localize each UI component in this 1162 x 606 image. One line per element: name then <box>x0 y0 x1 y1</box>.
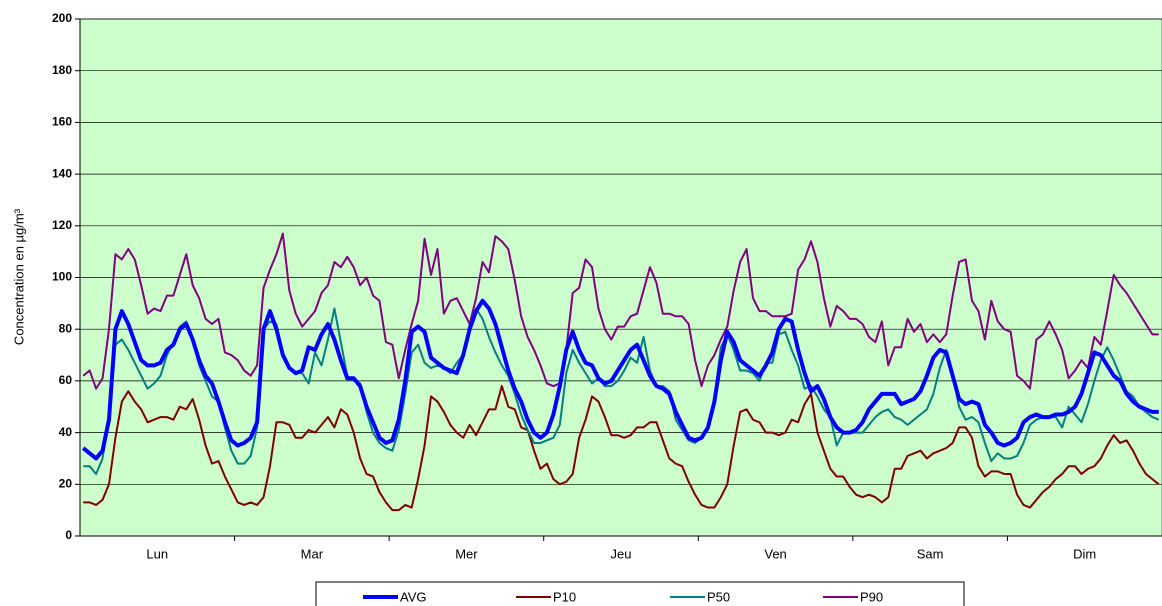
x-tick-label: Sam <box>917 546 944 561</box>
y-tick-label: 200 <box>52 11 72 25</box>
x-tick-label: Dim <box>1073 546 1096 561</box>
y-tick-label: 60 <box>59 373 73 387</box>
y-tick-label: 140 <box>52 166 72 180</box>
series-line <box>81 298 1159 461</box>
series-line <box>83 385 1160 512</box>
y-tick-label: 100 <box>52 270 72 284</box>
legend-label: P50 <box>707 589 730 604</box>
y-tick-label: 180 <box>52 63 72 77</box>
y-tick-label: 80 <box>59 321 73 335</box>
y-tick-label: 20 <box>59 476 73 490</box>
y-tick-label: 40 <box>59 425 73 439</box>
x-tick-label: Mer <box>455 546 478 561</box>
x-tick-label: Lun <box>146 546 168 561</box>
y-tick-label: 160 <box>52 115 72 129</box>
y-tick-label: 0 <box>65 528 72 542</box>
y-tick-label: 120 <box>52 218 72 232</box>
x-tick-label: Jeu <box>611 546 632 561</box>
x-tick-label: Mar <box>301 546 324 561</box>
y-axis-title: Concentration en µg/m³ <box>11 208 26 345</box>
x-tick-label: Ven <box>764 546 786 561</box>
legend-label: P90 <box>860 589 883 604</box>
legend-label: AVG <box>400 589 427 604</box>
legend <box>315 581 965 606</box>
legend-label: P10 <box>553 589 576 604</box>
series-line <box>82 232 1159 390</box>
